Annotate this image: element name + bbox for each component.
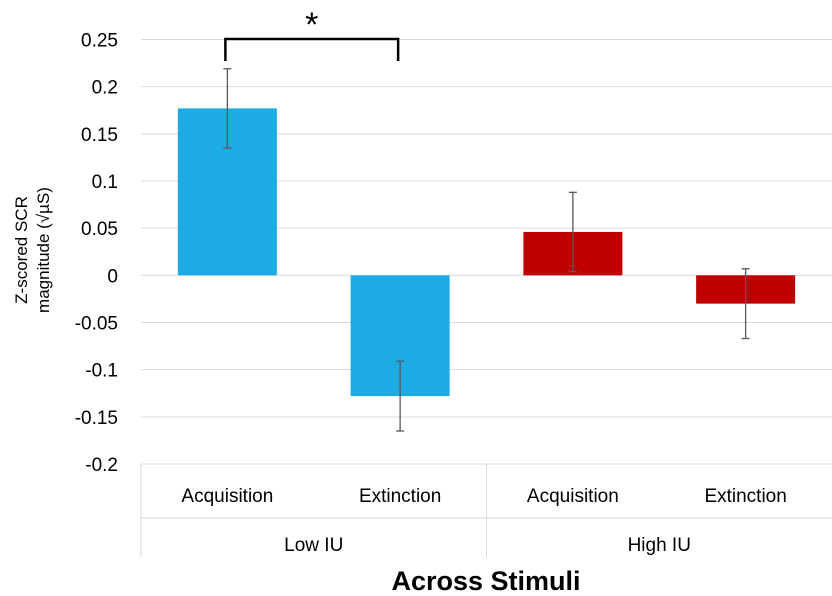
x-tick-label: Extinction — [704, 486, 786, 507]
significance-marker: * — [305, 6, 318, 44]
significance-bracket-line — [224, 37, 400, 61]
x-axis-title: Across Stimuli — [391, 566, 580, 596]
y-tick-label: -0.05 — [75, 314, 118, 335]
x-tick-label: Extinction — [359, 486, 441, 507]
bars — [177, 108, 796, 397]
y-tick-label: 0.05 — [81, 219, 118, 240]
x-group-label: High IU — [628, 535, 691, 556]
y-tick-label: 0.25 — [81, 31, 118, 52]
error-bars — [223, 68, 750, 432]
x-tick-label: Acquisition — [527, 486, 619, 507]
y-axis-label-line-1: Z-scored SCR — [12, 196, 31, 304]
y-axis-label-line-2: magnitude (√µS) — [34, 187, 53, 313]
y-tick-label: 0.2 — [92, 78, 118, 99]
x-axis: Acquisition Extinction Acquisition Extincti… — [140, 464, 832, 557]
x-group-label: Low IU — [284, 535, 343, 556]
x-tick-label: Acquisition — [181, 486, 273, 507]
y-tick-label: 0.15 — [81, 125, 118, 146]
y-tick-labels: 0.25 0.2 0.15 0.1 0.05 0 -0.05 -0.1 -0.15 -0.2 — [75, 31, 118, 477]
y-tick-label: -0.15 — [75, 408, 118, 429]
y-tick-label: 0 — [107, 266, 118, 287]
y-axis-label: Z-scored SCR magnitude (√µS) — [12, 187, 53, 313]
y-tick-label: -0.2 — [85, 455, 118, 476]
y-tick-label: 0.1 — [92, 172, 118, 193]
y-tick-label: -0.1 — [85, 361, 118, 382]
significance-bracket: * — [224, 6, 400, 61]
